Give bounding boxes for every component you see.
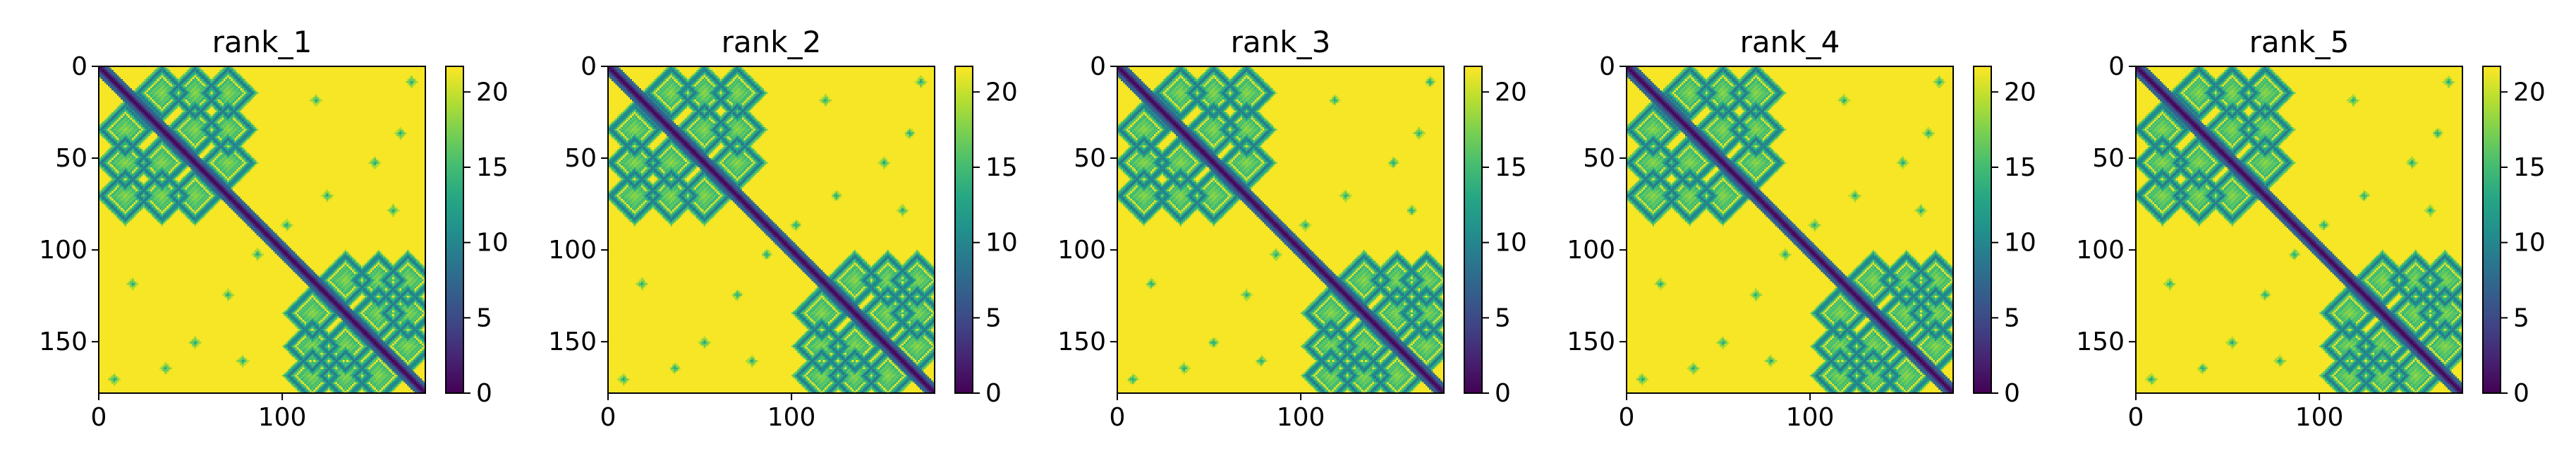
colorbar-tick-label: 0	[1495, 379, 1511, 408]
y-tick-label: 50	[564, 144, 597, 173]
heatmap-image	[1117, 66, 1444, 393]
colorbar-tick-label: 5	[476, 303, 492, 332]
x-tick-label: 0	[91, 403, 107, 432]
y-tick-label: 100	[1057, 236, 1106, 265]
heatmap-image	[1627, 66, 1953, 393]
y-tick-label: 0	[71, 52, 87, 81]
colorbar-tick-label: 0	[2004, 379, 2020, 408]
y-tick-label: 0	[581, 52, 597, 81]
colorbar-tick-label: 5	[1495, 303, 1511, 332]
y-tick-label: 100	[548, 236, 597, 265]
colorbar-tick-label: 20	[1495, 78, 1527, 107]
y-tick-label: 0	[1090, 52, 1106, 81]
panel-title: rank_3	[1231, 25, 1331, 59]
y-tick-label: 100	[39, 236, 87, 265]
y-tick-label: 100	[1567, 236, 1615, 265]
x-tick-label: 0	[1110, 403, 1126, 432]
y-tick-label: 50	[2092, 144, 2125, 173]
x-tick-label: 0	[2128, 403, 2144, 432]
colorbar-tick-label: 10	[1495, 229, 1527, 258]
colorbar-tick-label: 15	[2004, 153, 2036, 182]
heatmap-image	[608, 66, 935, 393]
colorbar	[2483, 66, 2501, 393]
colorbar	[1464, 66, 1482, 393]
colorbar-tick-label: 20	[476, 78, 509, 107]
y-tick-label: 150	[548, 327, 597, 356]
y-tick-label: 0	[1599, 52, 1615, 81]
colorbar-tick-label: 10	[476, 229, 509, 258]
x-tick-label: 100	[2295, 403, 2344, 432]
y-tick-label: 50	[1583, 144, 1615, 173]
panel-title: rank_4	[1740, 25, 1840, 59]
colorbar-tick-label: 15	[985, 153, 1018, 182]
x-tick-label: 100	[258, 403, 307, 432]
colorbar-tick-label: 15	[1495, 153, 1527, 182]
y-tick-label: 100	[2076, 236, 2125, 265]
panel-title: rank_5	[2249, 25, 2350, 59]
colorbar-tick-label: 15	[476, 153, 509, 182]
y-tick-label: 150	[2076, 327, 2125, 356]
x-tick-label: 100	[1277, 403, 1325, 432]
y-tick-label: 150	[1567, 327, 1615, 356]
colorbar-tick-label: 5	[2004, 303, 2020, 332]
colorbar-tick-label: 15	[2513, 153, 2546, 182]
colorbar-tick-label: 20	[2004, 78, 2036, 107]
y-tick-label: 50	[55, 144, 87, 173]
colorbar-tick-label: 10	[2004, 229, 2036, 258]
x-tick-label: 0	[1619, 403, 1635, 432]
panel-title: rank_2	[722, 25, 822, 59]
colorbar-tick-label: 0	[985, 379, 1002, 408]
colorbar-tick-label: 5	[985, 303, 1002, 332]
colorbar-tick-label: 10	[2513, 229, 2546, 258]
heatmap-image	[2136, 66, 2462, 393]
colorbar-tick-label: 20	[985, 78, 1018, 107]
colorbar-tick-label: 0	[476, 379, 492, 408]
colorbar	[955, 66, 973, 393]
colorbar-tick-label: 5	[2513, 303, 2529, 332]
panel-title: rank_1	[212, 25, 312, 59]
colorbar-tick-label: 10	[985, 229, 1018, 258]
y-tick-label: 50	[1074, 144, 1106, 173]
colorbar	[1974, 66, 1991, 393]
heatmap-image	[99, 66, 425, 393]
x-tick-label: 0	[600, 403, 616, 432]
colorbar-tick-label: 20	[2513, 78, 2546, 107]
colorbar-tick-label: 0	[2513, 379, 2529, 408]
y-tick-label: 150	[1057, 327, 1106, 356]
y-tick-label: 0	[2108, 52, 2125, 81]
x-tick-label: 100	[767, 403, 816, 432]
y-tick-label: 150	[39, 327, 87, 356]
x-tick-label: 100	[1786, 403, 1835, 432]
colorbar	[446, 66, 463, 393]
